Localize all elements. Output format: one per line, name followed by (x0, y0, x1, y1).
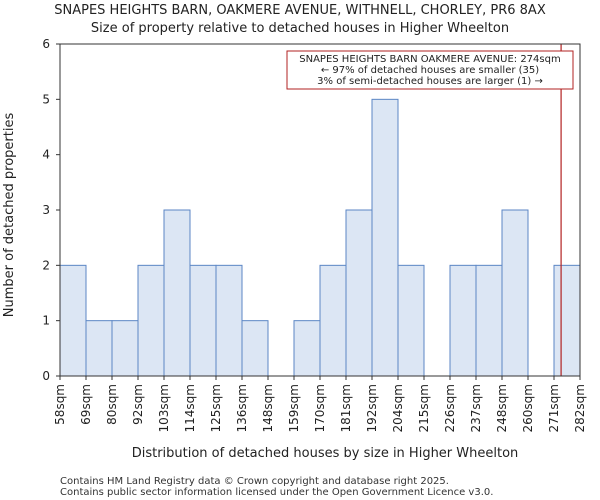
x-axis-label: Distribution of detached houses by size … (132, 446, 519, 461)
x-tick-label: 58sqm (53, 384, 67, 425)
y-tick-label: 1 (42, 314, 50, 328)
bar-114sqm (189, 264, 217, 377)
bar-103sqm (163, 209, 191, 377)
y-tick-label: 2 (42, 258, 50, 272)
footer-line-1: Contains HM Land Registry data © Crown c… (60, 476, 449, 487)
x-tick-label: 148sqm (261, 384, 275, 432)
x-tick-label: 226sqm (443, 384, 457, 432)
annotation-line-2: ← 97% of detached houses are smaller (35… (321, 65, 539, 76)
x-tick-label: 114sqm (183, 384, 197, 432)
x-tick-label: 282sqm (573, 384, 587, 432)
y-tick-label: 6 (42, 37, 50, 51)
chart-subtitle: Size of property relative to detached ho… (91, 21, 509, 36)
bar-237sqm (475, 264, 503, 377)
bar-226sqm (449, 264, 477, 377)
annotation-line-1: SNAPES HEIGHTS BARN OAKMERE AVENUE: 274s… (299, 54, 560, 65)
x-tick-label: 170sqm (313, 384, 327, 432)
x-tick-label: 125sqm (209, 384, 223, 432)
x-tick-label: 69sqm (79, 384, 93, 425)
bar-159sqm (293, 320, 321, 377)
footer-line-2: Contains public sector information licen… (60, 487, 493, 498)
bar-125sqm (215, 264, 243, 377)
y-axis: 0 1 2 3 4 5 6 (42, 37, 60, 383)
x-tick-label: 204sqm (391, 384, 405, 432)
chart-title: SNAPES HEIGHTS BARN, OAKMERE AVENUE, WIT… (54, 3, 546, 18)
bar-248sqm (501, 209, 529, 377)
y-tick-label: 4 (42, 148, 50, 162)
bar-204sqm (397, 264, 425, 377)
x-tick-label: 80sqm (105, 384, 119, 425)
x-tick-label: 159sqm (287, 384, 301, 432)
x-tick-label: 237sqm (469, 384, 483, 432)
y-axis-label: Number of detached properties (2, 113, 17, 318)
x-tick-label: 181sqm (339, 384, 353, 432)
x-tick-label: 248sqm (495, 384, 509, 432)
bar-58sqm (59, 264, 87, 377)
annotation-line-3: 3% of semi-detached houses are larger (1… (317, 76, 543, 87)
x-tick-label: 103sqm (157, 384, 171, 432)
x-tick-label: 260sqm (521, 384, 535, 432)
x-tick-label: 271sqm (547, 384, 561, 432)
bar-170sqm (319, 264, 347, 377)
y-tick-label: 0 (42, 369, 50, 383)
bar-192sqm (371, 98, 399, 377)
bar-69sqm (85, 320, 113, 377)
bar-80sqm (111, 320, 139, 377)
y-tick-label: 3 (42, 203, 50, 217)
x-axis: 58sqm 69sqm 80sqm 92sqm 103sqm 114sqm 125sqm 13… (53, 376, 587, 432)
bar-136sqm (241, 320, 269, 377)
annotation-box: SNAPES HEIGHTS BARN OAKMERE AVENUE: 274s… (286, 50, 574, 90)
x-tick-label: 92sqm (131, 384, 145, 425)
x-tick-label: 136sqm (235, 384, 249, 432)
y-tick-label: 5 (42, 92, 50, 106)
x-tick-label: 215sqm (417, 384, 431, 432)
bars-group (59, 98, 581, 377)
bar-92sqm (137, 264, 165, 377)
annotation-frame (286, 50, 574, 90)
bar-181sqm (345, 209, 373, 377)
x-tick-label: 192sqm (365, 384, 379, 432)
bar-271sqm (553, 264, 581, 377)
